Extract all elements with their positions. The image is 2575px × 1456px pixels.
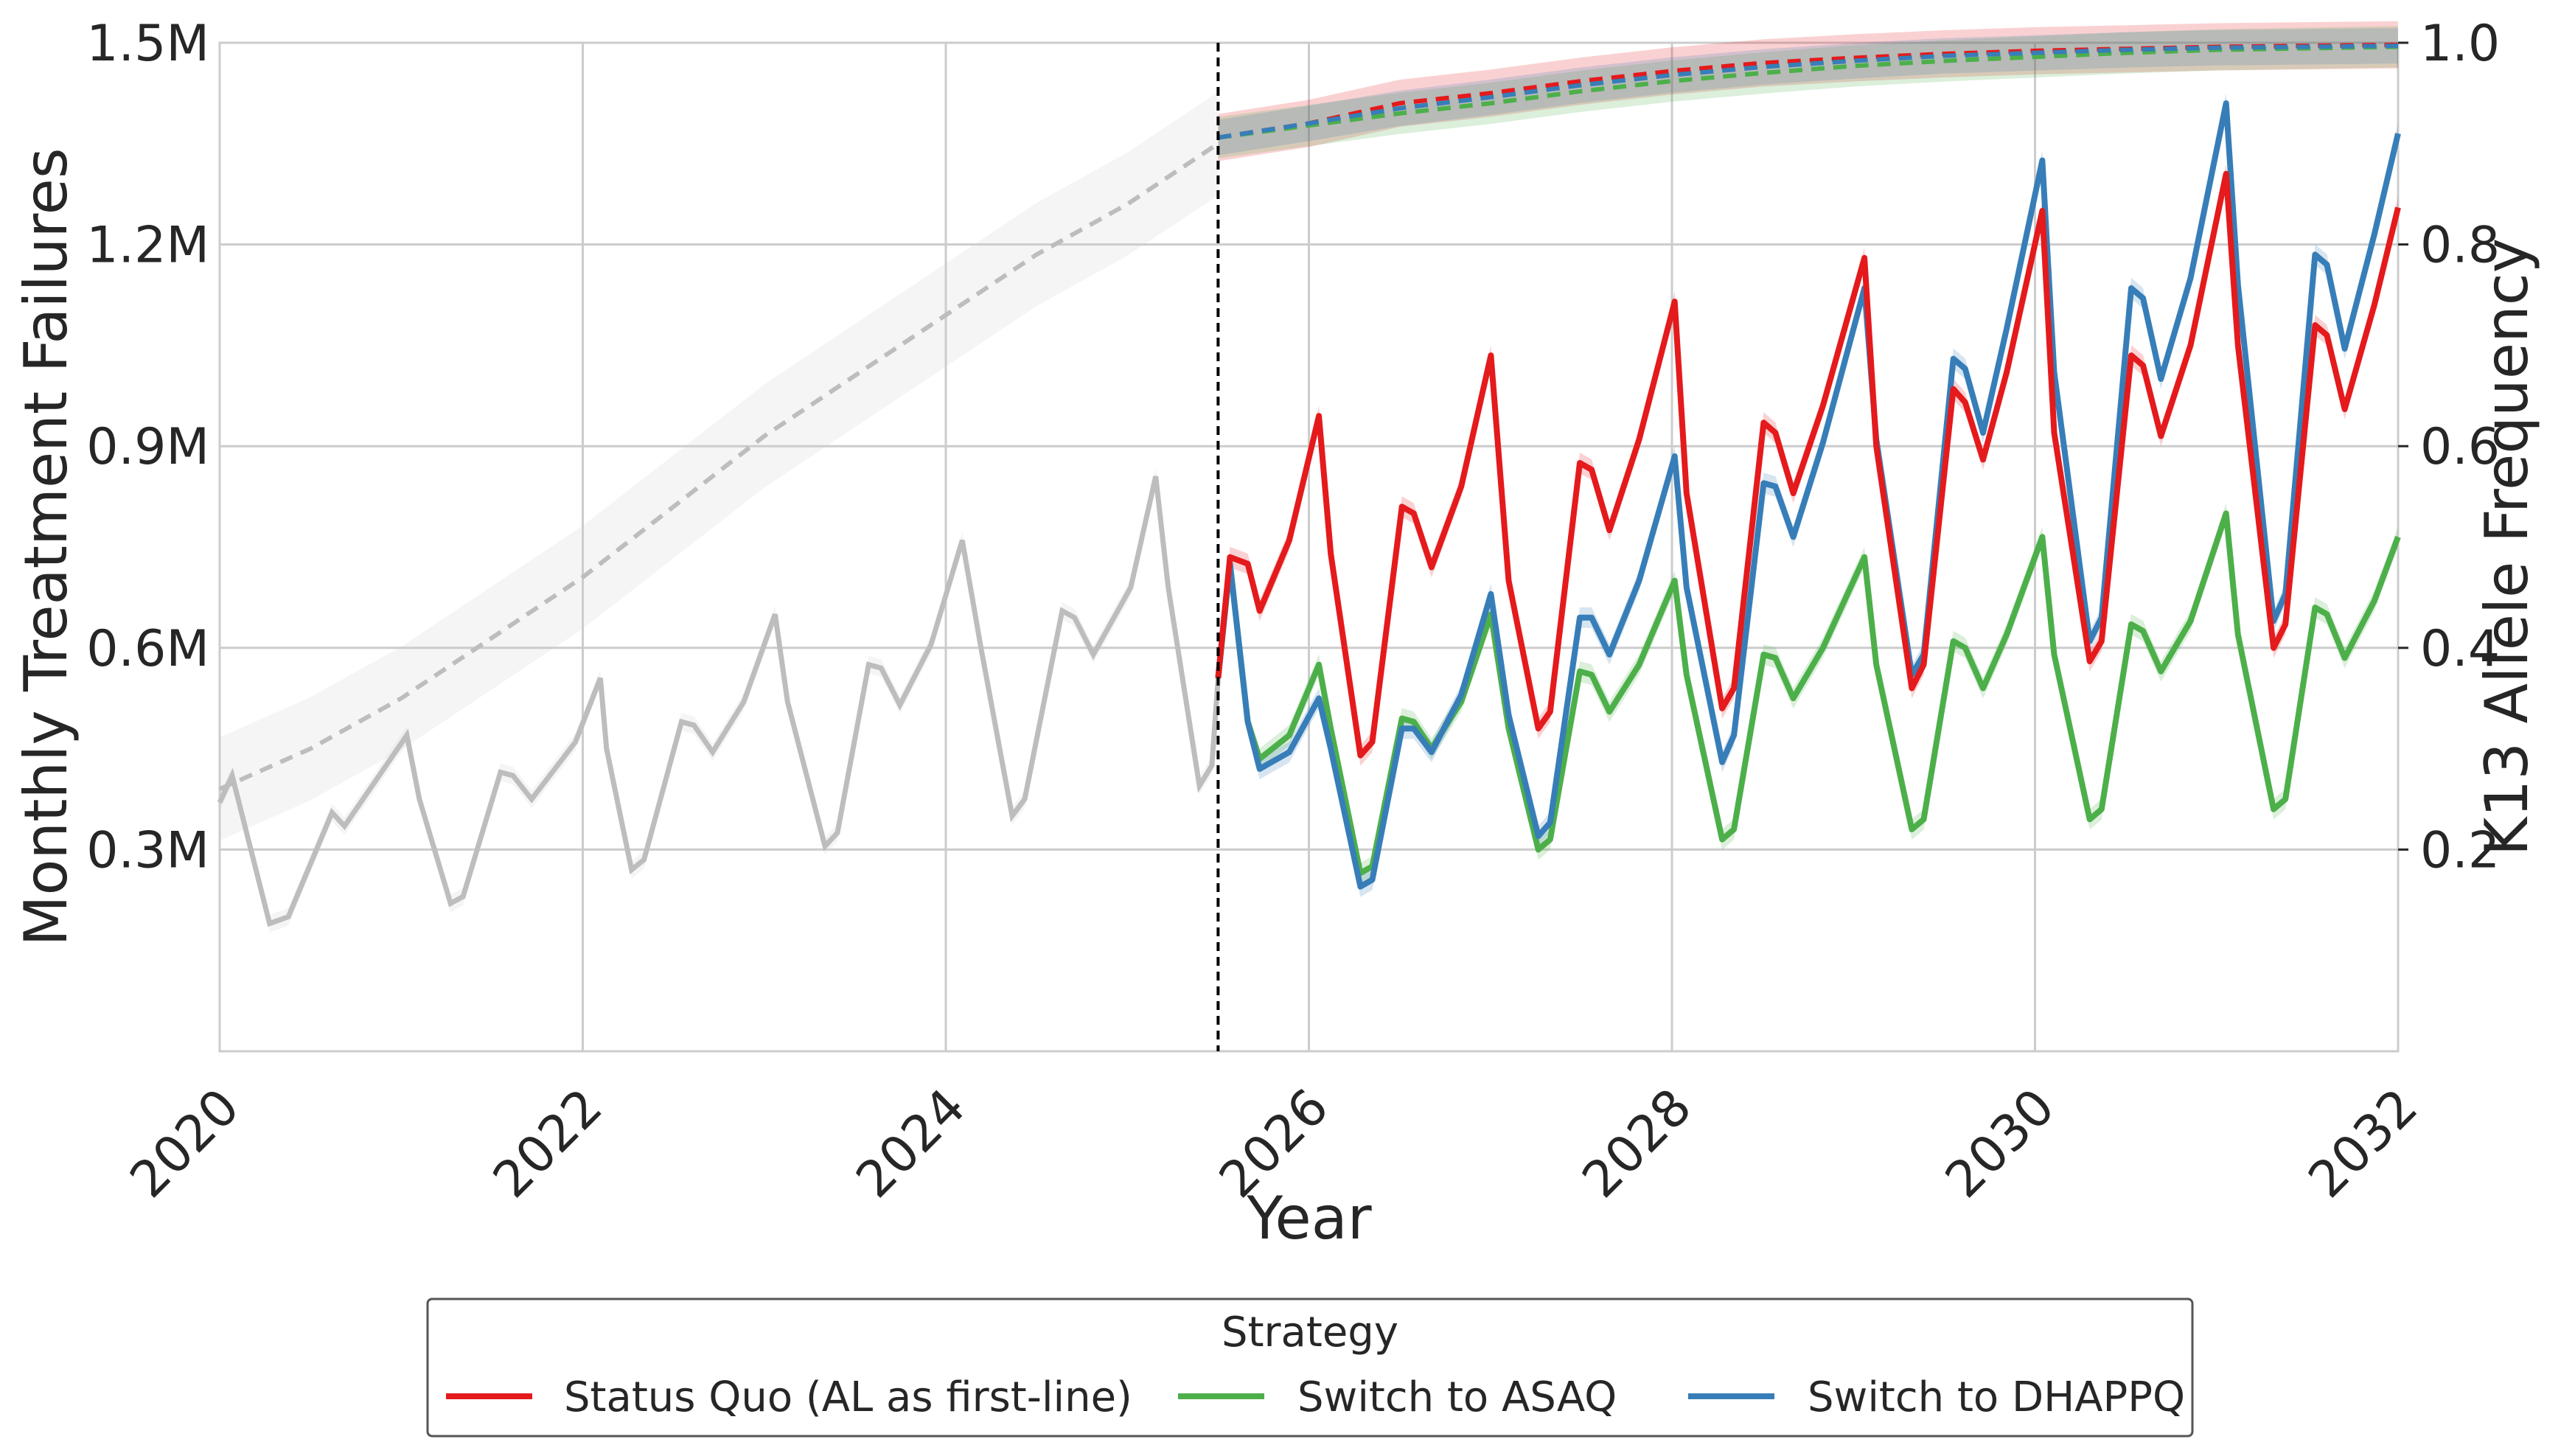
y-left-tick-label: 0.6M: [86, 620, 209, 678]
x-tick-label: 2032: [2298, 1078, 2429, 1209]
historical-allele-line: [218, 142, 1220, 792]
asaq-allele-line: [1218, 44, 2399, 140]
status-quo-allele-band: [1218, 21, 2398, 161]
x-tick-label: 2020: [119, 1078, 251, 1209]
x-tick-label: 2024: [846, 1078, 977, 1209]
y-left-tick-label: 0.9M: [86, 418, 209, 476]
legend-title: Strategy: [1222, 1309, 1398, 1356]
dhappq-allele-line: [1217, 43, 2399, 140]
asaq-allele-band: [1218, 26, 2398, 159]
x-tick-label: 2022: [482, 1078, 613, 1209]
historical-failures-line: [217, 476, 1221, 927]
y-right-tick-label: 0.2: [2420, 821, 2500, 879]
legend-label-status-quo: Status Quo (AL as first-line): [564, 1373, 1132, 1421]
y-left-tick-label: 1.2M: [86, 217, 209, 275]
legend: Strategy Status Quo (AL as first-line) S…: [426, 1297, 2194, 1438]
historical-allele-band: [220, 91, 1219, 841]
y-right-tick-label: 0.4: [2420, 620, 2500, 678]
y-right-tick-label: 1.0: [2420, 15, 2500, 73]
y-right-tick-label: 0.8: [2420, 217, 2500, 275]
legend-box: [426, 1297, 2194, 1438]
y-axis-left-label: Monthly Treatment Failures: [12, 147, 80, 946]
x-axis-label: Year: [1246, 1184, 1371, 1253]
legend-label-asaq: Switch to ASAQ: [1297, 1373, 1617, 1421]
line-layer: [217, 42, 2401, 927]
legend-label-dhappq: Switch to DHAPPQ: [1808, 1373, 2185, 1421]
y-axis-right-label: K13 Allele Frequency: [2473, 238, 2541, 856]
status-quo-failures-line: [1215, 170, 2401, 759]
y-right-tick-label: 0.6: [2420, 418, 2500, 476]
y-left-tick-label: 0.3M: [86, 821, 209, 879]
dhappq-allele-band: [1218, 28, 2398, 156]
x-tick-label: 2030: [1934, 1078, 2066, 1209]
x-tick-label: 2028: [1572, 1078, 1703, 1209]
y-left-tick-label: 1.5M: [86, 15, 209, 73]
dhappq-failures-line: [1215, 100, 2401, 890]
